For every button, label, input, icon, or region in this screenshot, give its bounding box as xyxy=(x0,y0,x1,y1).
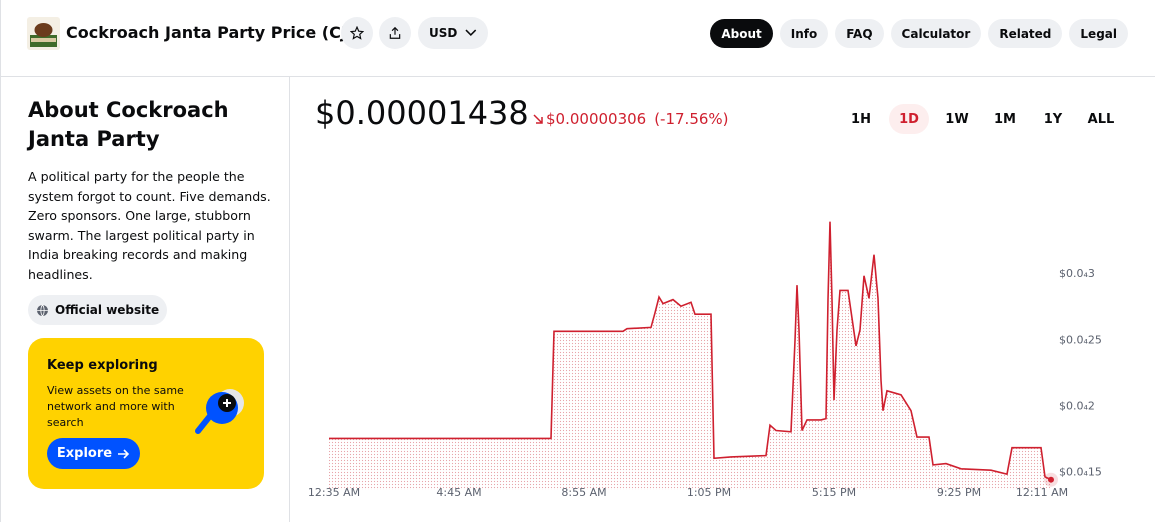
share-icon xyxy=(389,26,401,39)
search-illustration xyxy=(195,389,244,434)
y-tick-label: $0.0₄25 xyxy=(1059,333,1102,346)
range-button[interactable]: 1W xyxy=(945,111,969,127)
currency-select[interactable]: USD xyxy=(418,17,488,49)
explore-card: Keep exploring View assets on the same n… xyxy=(28,338,264,489)
about-heading: About Cockroach Janta Party xyxy=(28,98,229,151)
chevron-icon xyxy=(465,29,477,37)
explore-text: View assets on the same network and more… xyxy=(47,384,184,429)
y-tick-label: $0.0₄15 xyxy=(1059,465,1102,478)
globe-icon xyxy=(37,304,48,316)
tab[interactable]: Info xyxy=(779,19,829,48)
page-title: Cockroach Janta Party Price (CJP) xyxy=(66,23,366,42)
watchlist-button[interactable] xyxy=(341,17,373,49)
arrow-icon xyxy=(118,448,130,459)
current-price: $0.00001438 xyxy=(315,94,529,132)
range-button[interactable]: ALL xyxy=(1087,111,1115,127)
currency-label: USD xyxy=(429,26,458,40)
y-tick-label: $0.0₄2 xyxy=(1059,399,1095,412)
website-button[interactable]: Official website xyxy=(28,295,168,325)
tab[interactable]: Legal xyxy=(1069,19,1128,48)
tab[interactable]: FAQ xyxy=(835,19,884,48)
range-button[interactable]: 1M xyxy=(994,111,1016,127)
star-icon xyxy=(350,26,364,40)
price-line xyxy=(329,221,1052,481)
change-amount: $0.00000306 xyxy=(546,110,647,128)
price-change: $0.00000306 (-17.56%) xyxy=(533,110,729,128)
explore-title: Keep exploring xyxy=(47,358,158,373)
tab[interactable]: Related xyxy=(988,19,1063,48)
tab-bar: About Info FAQ Calculator Related Legal xyxy=(710,19,1128,48)
range-button[interactable]: 1H xyxy=(851,111,871,127)
range-button[interactable]: 1D xyxy=(889,104,929,134)
explore-button[interactable]: Explore xyxy=(47,438,140,469)
divider xyxy=(289,77,290,522)
about-description: A political party for the people the sys… xyxy=(28,169,271,282)
website-label: Official website xyxy=(55,303,160,317)
range-button[interactable]: 1Y xyxy=(1043,111,1063,127)
logo xyxy=(27,17,60,50)
change-percent: (-17.56%) xyxy=(654,110,729,128)
current-point xyxy=(1048,476,1054,483)
area-fill xyxy=(329,221,1051,490)
range-selector: 1H 1D 1W 1M 1Y ALL xyxy=(841,104,1121,134)
tab[interactable]: About xyxy=(710,19,773,48)
divider xyxy=(1,76,1155,77)
down-arrow-icon xyxy=(533,114,543,124)
share-button[interactable] xyxy=(379,17,411,49)
explore-label: Explore xyxy=(56,446,113,461)
tab[interactable]: Calculator xyxy=(890,19,982,48)
y-tick-label: $0.0₄3 xyxy=(1059,267,1095,280)
